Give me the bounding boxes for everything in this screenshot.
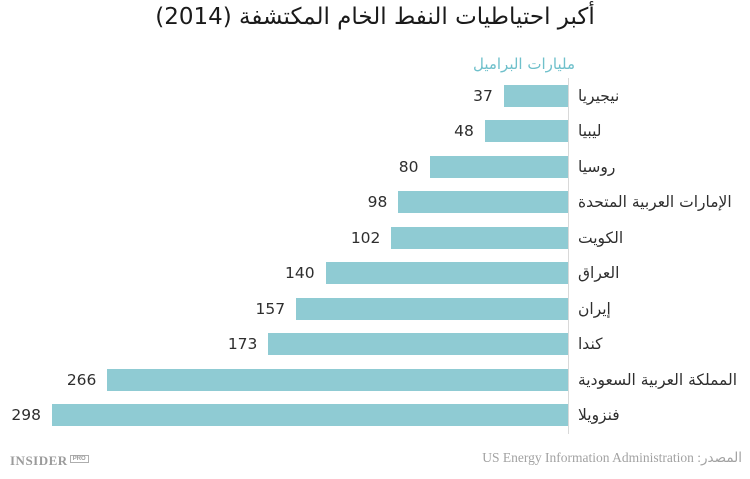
chart-row: 102 الكويت xyxy=(0,220,750,256)
bar xyxy=(391,226,568,249)
bar xyxy=(296,297,568,320)
bar-value-label: 173 xyxy=(227,335,258,354)
insider-pro-badge: PRO xyxy=(69,455,89,463)
insider-logo: INSIDER PRO xyxy=(10,453,89,469)
category-label: المملكة العربية السعودية xyxy=(578,370,738,389)
bar-area: 37 xyxy=(0,84,568,107)
category-label: الكويت xyxy=(578,228,624,247)
bar xyxy=(484,120,568,143)
chart-title: أكبر احتياطيات النفط الخام المكتشفة (201… xyxy=(155,4,595,30)
source-attribution: المصدر: US Energy Information Administra… xyxy=(482,450,742,465)
category-label: إيران xyxy=(578,299,611,318)
bar-area: 48 xyxy=(0,120,568,143)
category-label: نيجيريا xyxy=(578,86,620,105)
bar-area: 140 xyxy=(0,262,568,285)
bar-area: 80 xyxy=(0,155,568,178)
chart-row: 80 روسيا xyxy=(0,149,750,185)
category-label: العراق xyxy=(578,264,620,283)
bar xyxy=(503,84,568,107)
bar-area: 266 xyxy=(0,368,568,391)
bar-value-label: 266 xyxy=(66,370,97,389)
category-label: ليبيا xyxy=(578,122,602,141)
chart-row: 157 إيران xyxy=(0,291,750,327)
insider-logo-text: INSIDER xyxy=(10,453,68,468)
chart-rows: 37 نيجيريا 48 ليبيا 80 روسيا 98 الإمارات العربي… xyxy=(0,78,750,433)
bar-area: 102 xyxy=(0,226,568,249)
bar xyxy=(325,262,568,285)
bar-value-label: 80 xyxy=(398,157,419,176)
category-label: فنزويلا xyxy=(578,406,620,425)
category-label: كندا xyxy=(578,335,603,354)
bar-value-label: 48 xyxy=(454,122,474,141)
bar-value-label: 98 xyxy=(367,193,388,212)
units-axis-label: مليارات البراميل xyxy=(472,55,575,73)
chart-row: 173 كندا xyxy=(0,327,750,363)
axis-baseline xyxy=(568,78,569,434)
chart-row: 140 العراق xyxy=(0,256,750,292)
bar xyxy=(52,404,568,427)
chart-row: 266 المملكة العربية السعودية xyxy=(0,362,750,398)
bar-value-label: 157 xyxy=(255,299,286,318)
chart-row: 98 الإمارات العربية المتحدة xyxy=(0,185,750,221)
bar-area: 98 xyxy=(0,191,568,214)
bar xyxy=(429,155,568,178)
chart-row: 37 نيجيريا xyxy=(0,78,750,114)
chart-row: 48 ليبيا xyxy=(0,114,750,150)
bar-value-label: 102 xyxy=(350,228,381,247)
bar-value-label: 140 xyxy=(285,264,315,283)
bar-area: 298 xyxy=(0,404,568,427)
bar xyxy=(268,333,568,356)
bar-area: 173 xyxy=(0,333,568,356)
bar xyxy=(398,191,568,214)
bar-value-label: 37 xyxy=(473,86,493,105)
bar xyxy=(107,368,568,391)
category-label: الإمارات العربية المتحدة xyxy=(578,193,732,212)
category-label: روسيا xyxy=(578,157,616,176)
chart-row: 298 فنزويلا xyxy=(0,398,750,434)
bar-value-label: 298 xyxy=(11,406,41,425)
bar-area: 157 xyxy=(0,297,568,320)
